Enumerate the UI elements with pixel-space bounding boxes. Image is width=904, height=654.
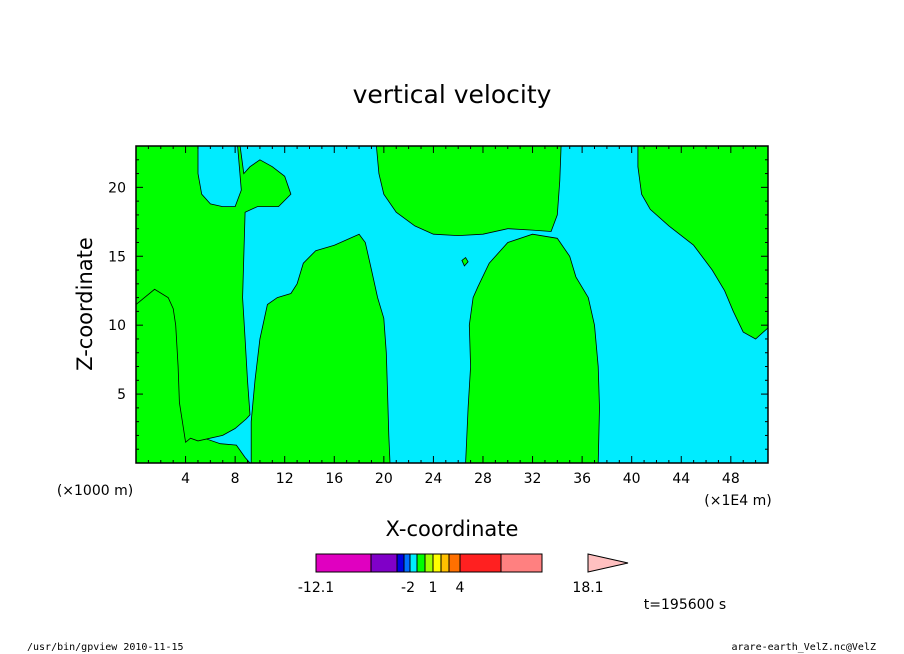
colorbar-label: 18.1: [572, 580, 603, 596]
contour-region-positive-2: [250, 233, 391, 464]
y-axis-ticks: 5 10 15 20: [108, 159, 768, 450]
colorbar-segment: [416, 553, 426, 573]
chart-title: vertical velocity: [353, 80, 552, 109]
x-unit-left-label: (×1000 m): [57, 483, 133, 499]
x-tick-label: 20: [375, 471, 393, 487]
contour-regions: [135, 145, 769, 464]
colorbar-segment: [403, 553, 411, 573]
footer-source: arare-earth_VelZ.nc@VelZ: [731, 642, 877, 653]
colorbar-segment: [370, 553, 398, 573]
colorbar-segment: [432, 553, 442, 573]
colorbar: [315, 553, 629, 573]
contour-region-positive-3: [465, 233, 600, 464]
colorbar-label: -12.1: [298, 580, 334, 596]
colorbar-label: 1: [429, 580, 438, 596]
colorbar-segment: [409, 553, 418, 573]
y-tick-label: 20: [108, 180, 126, 196]
colorbar-label: 4: [456, 580, 465, 596]
contour-region-positive-5: [637, 145, 769, 340]
contour-region-positive-1: [135, 145, 292, 444]
x-axis-ticks: 4 8 12 16 20 24 28 32 36 40 44 48: [147, 146, 757, 487]
x-tick-label: 36: [573, 471, 591, 487]
x-tick-label: 12: [276, 471, 294, 487]
x-tick-label: 40: [623, 471, 641, 487]
x-tick-label: 44: [672, 471, 690, 487]
colorbar-segment: [440, 553, 450, 573]
colorbar-segment: [315, 553, 372, 573]
y-tick-label: 10: [108, 318, 126, 334]
x-tick-label: 8: [231, 471, 240, 487]
contour-region-positive-4: [375, 145, 562, 237]
colorbar-segment: [396, 553, 405, 573]
x-tick-label: 24: [424, 471, 442, 487]
colorbar-segment: [448, 553, 461, 573]
colorbar-segment: [424, 553, 434, 573]
colorbar-segment: [459, 553, 502, 573]
y-tick-label: 5: [117, 387, 126, 403]
x-unit-right-label: (×1E4 m): [704, 493, 771, 509]
colorbar-segment: [500, 553, 543, 573]
colorbar-label: -2: [401, 580, 415, 596]
y-axis-label: Z-coordinate: [73, 237, 97, 371]
plot-frame: [135, 145, 769, 464]
colorbar-labels: -12.1 -2 1 4 18.1: [298, 580, 604, 596]
x-tick-label: 16: [325, 471, 343, 487]
contour-region-positive-6: [461, 257, 469, 267]
x-tick-label: 48: [722, 471, 740, 487]
x-tick-label: 32: [524, 471, 542, 487]
time-label: t=195600 s: [644, 597, 726, 613]
footer-command: /usr/bin/gpview 2010-11-15: [27, 642, 184, 653]
y-tick-label: 15: [108, 249, 126, 265]
x-axis-label: X-coordinate: [386, 517, 519, 541]
x-tick-label: 28: [474, 471, 492, 487]
colorbar-arrow: [587, 553, 629, 573]
x-tick-label: 4: [181, 471, 190, 487]
